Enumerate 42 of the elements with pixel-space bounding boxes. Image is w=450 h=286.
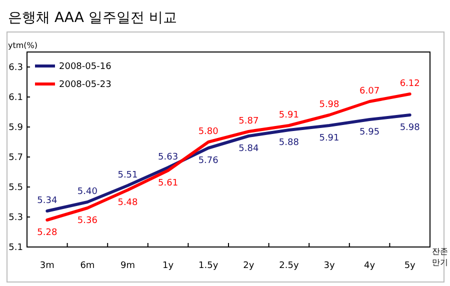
x-tick-label: 2.5y: [279, 261, 300, 271]
data-label: 5.95: [360, 128, 380, 138]
x-tick-label: 1y: [162, 261, 174, 271]
data-label: 5.28: [37, 228, 58, 238]
x-tick-label: 5y: [404, 261, 416, 271]
data-label: 6.12: [400, 79, 420, 89]
data-label: 5.48: [118, 198, 138, 208]
x-tick-label: 3y: [324, 261, 336, 271]
data-label: 5.61: [158, 178, 178, 188]
data-label: 5.76: [198, 156, 219, 166]
data-label: 5.91: [319, 134, 340, 144]
y-tick-label: 5.9: [8, 123, 24, 133]
legend-label: 2008-05-23: [59, 80, 112, 90]
y-tick-label: 6.1: [8, 93, 23, 103]
data-label: 5.87: [238, 116, 259, 126]
y-tick-label: 6.3: [8, 63, 23, 73]
x-tick-label: 6m: [80, 261, 95, 271]
x-tick-label: 2y: [243, 261, 255, 271]
y-tick-label: 5.1: [8, 243, 23, 253]
data-label: 5.98: [319, 100, 340, 110]
data-label: 5.84: [238, 144, 259, 154]
y-axis-title: ytm(%): [8, 41, 38, 50]
data-label: 5.34: [37, 196, 58, 206]
data-label: 5.88: [278, 138, 300, 148]
x-tick-label: 4y: [364, 261, 376, 271]
data-label: 5.40: [77, 187, 98, 197]
x-tick-label: 3m: [40, 261, 54, 271]
chart-title: 은행채 AAA 일주일전 비교: [8, 10, 177, 26]
data-label: 6.07: [360, 86, 380, 96]
x-tick-label: 9m: [120, 261, 135, 271]
data-label: 5.98: [400, 123, 420, 133]
data-label: 5.91: [278, 110, 299, 120]
data-label: 5.36: [77, 216, 98, 226]
y-tick-label: 5.3: [8, 213, 23, 223]
x-axis-title: 잔존 만기: [432, 247, 448, 267]
x-tick-label: 1.5y: [198, 261, 219, 271]
data-label: 5.63: [158, 152, 178, 162]
legend-label: 2008-05-16: [59, 62, 112, 72]
y-tick-label: 5.7: [8, 153, 23, 163]
data-label: 5.51: [118, 170, 138, 180]
y-tick-label: 5.5: [8, 183, 23, 193]
data-label: 5.80: [198, 127, 219, 137]
